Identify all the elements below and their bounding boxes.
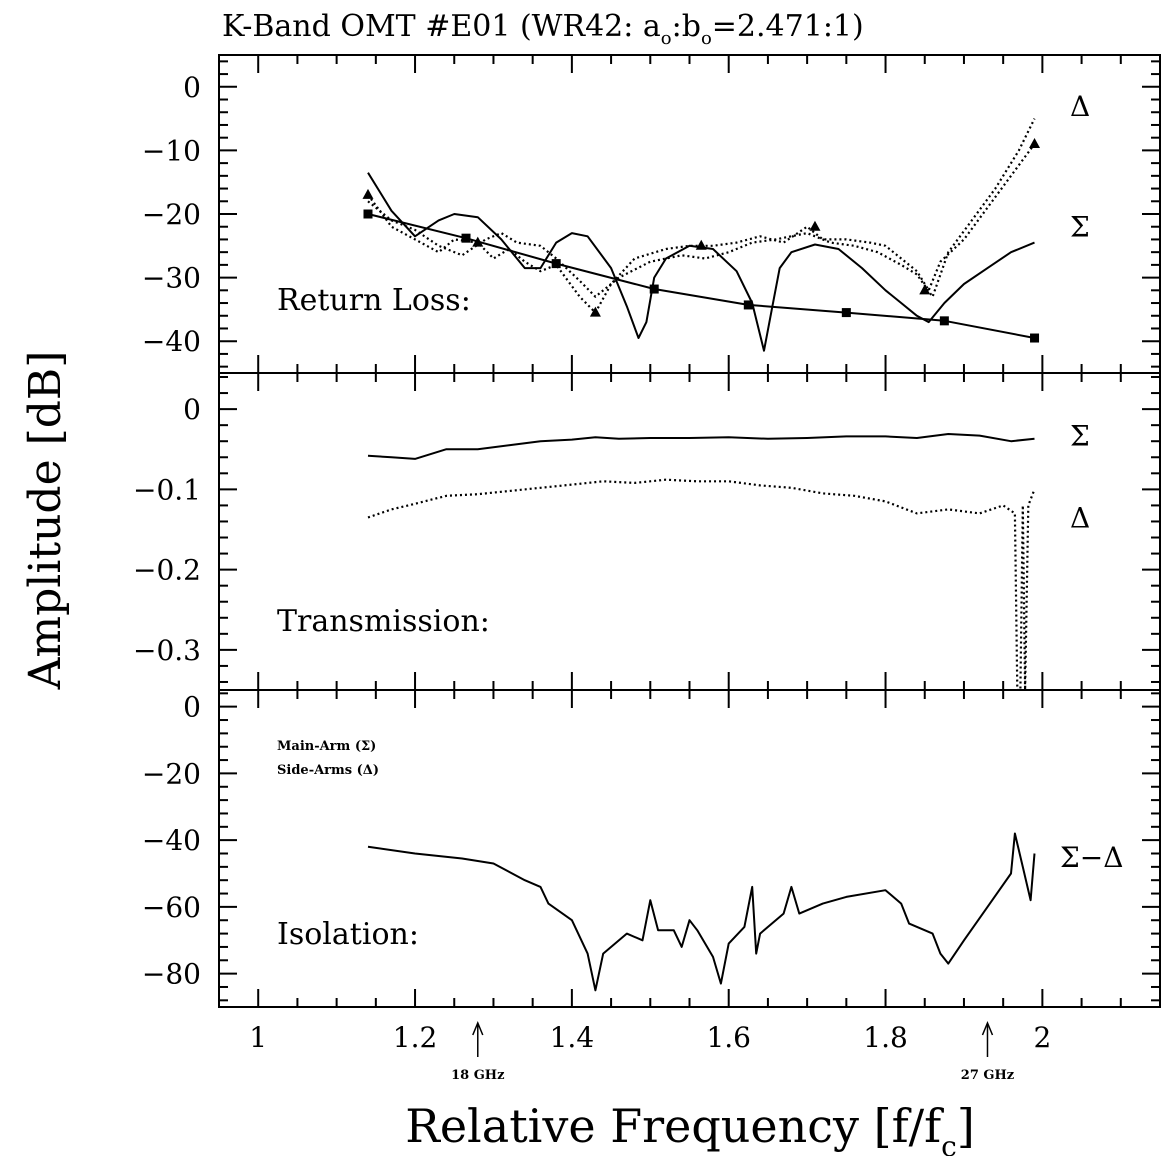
y-tick-label: 0 — [183, 393, 201, 426]
y-tick-label: −20 — [142, 757, 201, 790]
triangle-marker — [919, 284, 931, 295]
annotation-arrowhead — [981, 1021, 994, 1036]
y-tick-label: 0 — [183, 71, 201, 104]
y-tick-label: −30 — [142, 262, 201, 295]
x-tick-label: 1.2 — [393, 1021, 438, 1054]
square-marker — [461, 233, 471, 243]
annotation-label: 27 GHz — [961, 1068, 1014, 1083]
square-marker — [743, 300, 753, 310]
series-line-trend-3 — [367, 213, 1035, 339]
panel-label: Return Loss: — [277, 283, 471, 318]
series-label: Σ — [1070, 420, 1090, 453]
series-line-Δ-1 — [367, 478, 1036, 690]
x-tick-label: 1.8 — [863, 1021, 908, 1054]
panel-3: 0 −20 −40 −60 −80 Isolation: Σ−Δ — [142, 689, 1161, 1008]
series-line-Δ-2 — [367, 118, 1036, 298]
triangle-marker — [589, 306, 601, 317]
panel-label: Transmission: — [277, 604, 490, 639]
square-marker — [551, 259, 561, 269]
x-axis-label: Relative Frequency [f/fc] — [405, 1099, 975, 1156]
triangle-marker — [1029, 138, 1041, 149]
series-line-Σ-0 — [367, 172, 1035, 352]
y-tick-label: −0.2 — [133, 554, 201, 587]
y-tick-label: −80 — [142, 958, 201, 991]
y-axis-label: Amplitude [dB] — [20, 351, 71, 691]
series-label: Δ — [1070, 501, 1090, 534]
x-tick-label: 1.6 — [706, 1021, 751, 1054]
legend-note-side-arms: Side-Arms (Δ) — [277, 763, 379, 778]
legend-note-main-arm: Main-Arm (Σ) — [277, 739, 376, 754]
panel-frame — [218, 54, 1161, 374]
series-line-Σ-0 — [367, 433, 1035, 460]
y-tick-label: 0 — [183, 691, 201, 724]
panel-label: Isolation: — [277, 917, 419, 952]
y-tick-label: −20 — [142, 198, 201, 231]
series-line-Σ−Δ-0 — [367, 832, 1036, 992]
x-axis: 1 1.2 1.4 1.6 1.8 2 18 GHz 27 GHz — [249, 1021, 1051, 1083]
square-marker — [841, 308, 851, 318]
chart-title: K-Band OMT #E01 (WR42: ao:bo=2.471:1) — [222, 9, 864, 49]
series-label: Σ — [1070, 211, 1090, 244]
series-group — [362, 118, 1041, 352]
square-marker — [649, 284, 659, 294]
triangle-marker — [362, 188, 374, 199]
y-tick-label: −10 — [142, 134, 201, 167]
x-tick-label: 1 — [249, 1021, 267, 1054]
annotation-label: 18 GHz — [451, 1068, 504, 1083]
y-tick-label: −0.1 — [133, 473, 201, 506]
triangle-marker — [809, 220, 821, 231]
panel-frame — [218, 372, 1161, 691]
x-tick-label: 2 — [1033, 1021, 1051, 1054]
y-tick-label: −60 — [142, 891, 201, 924]
series-label: Δ — [1070, 90, 1090, 123]
y-tick-label: −0.3 — [133, 634, 201, 667]
annotation-arrowhead — [472, 1021, 484, 1036]
series-group — [367, 832, 1036, 992]
square-marker — [1030, 333, 1040, 343]
series-group — [367, 433, 1036, 690]
x-tick-label: 1.4 — [550, 1021, 595, 1054]
square-marker — [939, 316, 949, 326]
series-label: Σ−Δ — [1060, 841, 1123, 874]
panel-2: 0 −0.1 −0.2 −0.3 Transmission: Σ Δ — [133, 372, 1161, 691]
square-marker — [363, 209, 373, 219]
triangle-marker — [695, 239, 707, 250]
panel-1: 0 −10 −20 −30 −40 Return Loss: Δ Σ — [142, 54, 1161, 374]
y-tick-label: −40 — [142, 824, 201, 857]
y-tick-label: −40 — [142, 325, 201, 358]
panels: 0 −10 −20 −30 −40 Return Loss: Δ Σ 0 −0.1 −0.2 −0.3… — [133, 54, 1161, 1008]
